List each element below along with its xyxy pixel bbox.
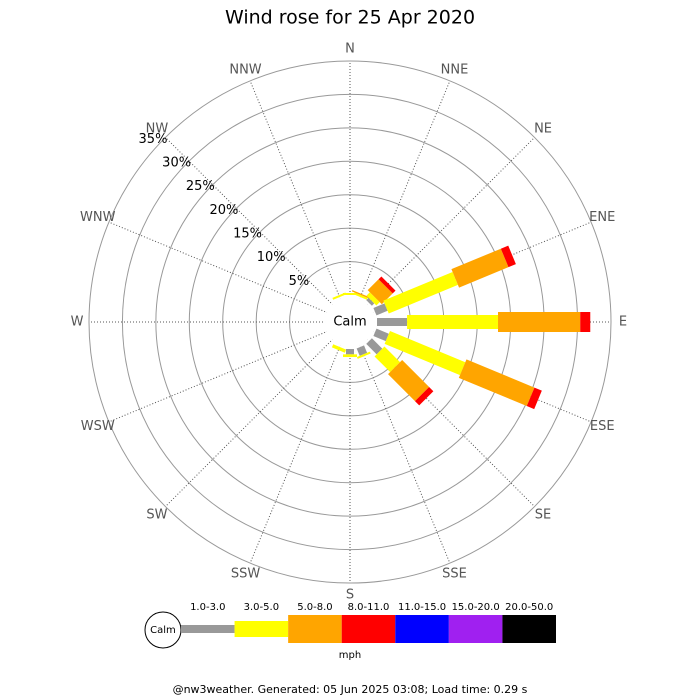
bar-segment xyxy=(367,279,393,305)
bar-segment xyxy=(377,318,408,326)
bar-segment xyxy=(526,387,542,410)
direction-label: WSW xyxy=(81,419,115,434)
grid-ring xyxy=(88,60,612,584)
r-tick-label: 25% xyxy=(186,179,215,194)
legend-swatch xyxy=(502,615,556,643)
direction-label: S xyxy=(346,588,354,603)
bar-segment xyxy=(373,303,388,316)
direction-label: ESE xyxy=(590,419,615,434)
spoke xyxy=(249,321,351,564)
bar-segment xyxy=(388,360,430,402)
bar-segment xyxy=(407,315,499,329)
bar-segment xyxy=(356,345,368,356)
bar-segment xyxy=(374,346,401,373)
bar-segment xyxy=(366,292,380,306)
bar-segment xyxy=(343,354,357,358)
r-tick-label: 15% xyxy=(233,226,262,241)
legend-label: 11.0-15.0 xyxy=(398,602,446,613)
calm-circle xyxy=(325,297,375,347)
legend-swatch xyxy=(288,615,342,643)
r-tick-label: 30% xyxy=(162,156,191,171)
bar-segment xyxy=(373,328,389,342)
bar-segment xyxy=(414,386,434,406)
bar-segment xyxy=(343,292,357,295)
r-tick-label: 10% xyxy=(257,250,286,265)
bar-segment xyxy=(384,330,466,376)
legend-label: 3.0-5.0 xyxy=(244,602,279,613)
legend-label: 5.0-8.0 xyxy=(297,602,332,613)
bar-segment xyxy=(498,312,581,332)
footer: @nw3weather. Generated: 05 Jun 2025 03:0… xyxy=(173,683,528,696)
legend-label: 15.0-20.0 xyxy=(452,602,500,613)
legend-swatch xyxy=(181,625,235,633)
bar-segment xyxy=(331,344,347,353)
legend-swatch xyxy=(234,621,289,637)
direction-label: NE xyxy=(534,121,552,136)
spoke xyxy=(165,321,351,507)
bar-segment xyxy=(353,292,368,300)
legend-label: 1.0-3.0 xyxy=(190,602,225,613)
legend-swatch xyxy=(341,615,396,643)
bar-segment xyxy=(383,271,458,314)
bar-segment xyxy=(356,351,371,359)
r-tick-label: 35% xyxy=(139,132,168,147)
legend-calm-label: Calm xyxy=(150,625,176,636)
direction-label: SE xyxy=(535,508,551,523)
direction-label: W xyxy=(71,315,84,330)
direction-label: E xyxy=(619,315,627,330)
direction-label: SSW xyxy=(231,567,261,582)
spoke xyxy=(108,221,351,323)
legend-label: 20.0-50.0 xyxy=(505,602,553,613)
legend-swatch xyxy=(395,615,449,643)
direction-label: ENE xyxy=(589,210,615,225)
bar-segment xyxy=(346,349,354,355)
r-tick-label: 5% xyxy=(289,274,310,289)
bar-segment xyxy=(332,292,347,300)
bar-segment xyxy=(366,338,383,355)
direction-label: WNW xyxy=(80,210,116,225)
bar-segment xyxy=(451,248,509,288)
bar-segment xyxy=(580,312,591,332)
spoke xyxy=(108,321,351,423)
legend-title: mph xyxy=(339,650,361,661)
legend-swatch xyxy=(448,615,503,643)
direction-label: NNW xyxy=(229,62,261,77)
direction-label: N xyxy=(345,42,355,57)
bar-segment xyxy=(378,276,396,294)
calm-label: Calm xyxy=(333,315,366,330)
direction-label: SSE xyxy=(442,567,467,582)
bar-segment xyxy=(458,359,535,407)
chart-title: Wind rose for 25 Apr 2020 xyxy=(225,7,475,29)
legend-label: 8.0-11.0 xyxy=(348,602,390,613)
bar-segment xyxy=(500,245,516,268)
bar-segment xyxy=(351,290,371,300)
bar-segment xyxy=(366,297,375,306)
direction-label: NW xyxy=(146,121,169,136)
r-tick-label: 20% xyxy=(209,203,238,218)
direction-label: SW xyxy=(146,508,167,523)
direction-label: NNE xyxy=(441,62,469,77)
